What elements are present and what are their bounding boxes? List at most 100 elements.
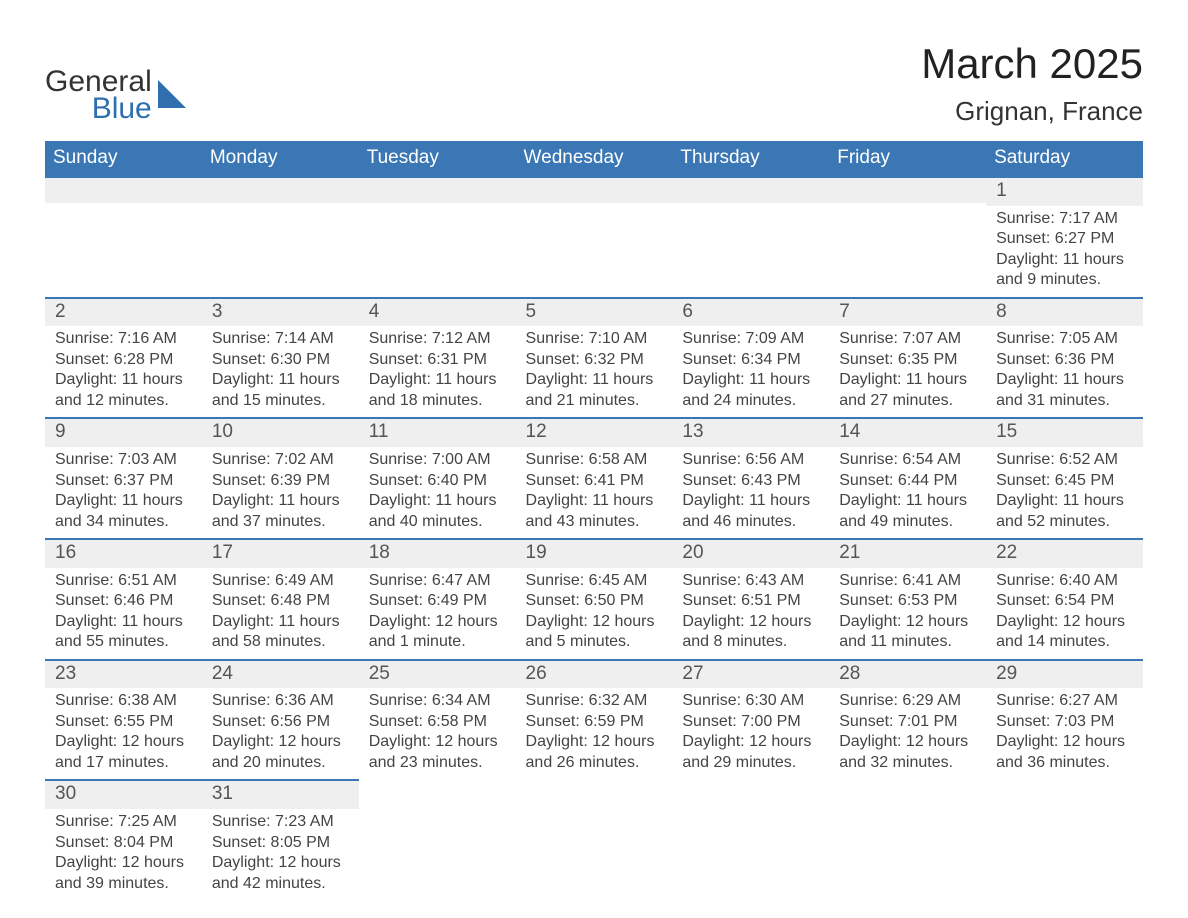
sunrise-line: Sunrise: 6:54 AM	[839, 450, 978, 470]
sunset-line: Sunset: 6:35 PM	[839, 350, 978, 370]
location: Grignan, France	[921, 96, 1143, 127]
sunset-line: Sunset: 7:01 PM	[839, 712, 978, 732]
sunset-line: Sunset: 6:58 PM	[369, 712, 508, 732]
day-content: Sunrise: 7:14 AMSunset: 6:30 PMDaylight:…	[202, 326, 359, 417]
day-number: 26	[516, 659, 673, 689]
blank-daynum	[672, 176, 829, 203]
sunset-line: Sunset: 6:28 PM	[55, 350, 194, 370]
blank-content	[516, 809, 673, 891]
sunrise-line: Sunrise: 6:41 AM	[839, 571, 978, 591]
blank-content	[986, 809, 1143, 891]
blank-daynum	[359, 779, 516, 806]
day-header: Monday	[202, 141, 359, 176]
daylight-line: and 43 minutes.	[526, 512, 665, 532]
day-number: 22	[986, 538, 1143, 568]
sunrise-line: Sunrise: 6:45 AM	[526, 571, 665, 591]
daylight-line: Daylight: 12 hours	[369, 732, 508, 752]
daylight-line: and 11 minutes.	[839, 632, 978, 652]
day-content: Sunrise: 7:10 AMSunset: 6:32 PMDaylight:…	[516, 326, 673, 417]
day-number: 6	[672, 297, 829, 327]
day-number: 23	[45, 659, 202, 689]
daylight-line: Daylight: 12 hours	[55, 732, 194, 752]
daylight-line: Daylight: 11 hours	[526, 491, 665, 511]
sunrise-line: Sunrise: 6:40 AM	[996, 571, 1135, 591]
day-content: Sunrise: 7:09 AMSunset: 6:34 PMDaylight:…	[672, 326, 829, 417]
content-row: Sunrise: 7:03 AMSunset: 6:37 PMDaylight:…	[45, 447, 1143, 538]
sunset-line: Sunset: 8:05 PM	[212, 833, 351, 853]
sunrise-line: Sunrise: 6:49 AM	[212, 571, 351, 591]
day-content: Sunrise: 7:16 AMSunset: 6:28 PMDaylight:…	[45, 326, 202, 417]
sunset-line: Sunset: 6:30 PM	[212, 350, 351, 370]
day-number: 19	[516, 538, 673, 568]
sunrise-line: Sunrise: 7:17 AM	[996, 209, 1135, 229]
day-number: 16	[45, 538, 202, 568]
month-title: March 2025	[921, 40, 1143, 88]
day-header: Sunday	[45, 141, 202, 176]
daylight-line: Daylight: 11 hours	[682, 491, 821, 511]
daylight-line: Daylight: 12 hours	[839, 732, 978, 752]
title-block: March 2025 Grignan, France	[921, 40, 1143, 127]
sunrise-line: Sunrise: 6:27 AM	[996, 691, 1135, 711]
day-number: 14	[829, 417, 986, 447]
daylight-line: and 52 minutes.	[996, 512, 1135, 532]
day-number: 18	[359, 538, 516, 568]
daylight-line: and 40 minutes.	[369, 512, 508, 532]
sunset-line: Sunset: 6:43 PM	[682, 471, 821, 491]
blank-daynum	[359, 176, 516, 203]
day-content: Sunrise: 6:30 AMSunset: 7:00 PMDaylight:…	[672, 688, 829, 779]
daylight-line: Daylight: 11 hours	[212, 612, 351, 632]
day-content: Sunrise: 7:07 AMSunset: 6:35 PMDaylight:…	[829, 326, 986, 417]
day-content: Sunrise: 6:34 AMSunset: 6:58 PMDaylight:…	[359, 688, 516, 779]
day-content: Sunrise: 6:58 AMSunset: 6:41 PMDaylight:…	[516, 447, 673, 538]
content-row: Sunrise: 7:25 AMSunset: 8:04 PMDaylight:…	[45, 809, 1143, 900]
day-content: Sunrise: 7:00 AMSunset: 6:40 PMDaylight:…	[359, 447, 516, 538]
blank-content	[672, 206, 829, 288]
day-number: 11	[359, 417, 516, 447]
sunset-line: Sunset: 6:54 PM	[996, 591, 1135, 611]
content-row: Sunrise: 6:51 AMSunset: 6:46 PMDaylight:…	[45, 568, 1143, 659]
sunset-line: Sunset: 6:48 PM	[212, 591, 351, 611]
sunrise-line: Sunrise: 7:09 AM	[682, 329, 821, 349]
day-content: Sunrise: 6:32 AMSunset: 6:59 PMDaylight:…	[516, 688, 673, 779]
day-header: Saturday	[986, 141, 1143, 176]
sunrise-line: Sunrise: 7:00 AM	[369, 450, 508, 470]
day-number: 21	[829, 538, 986, 568]
day-header: Thursday	[672, 141, 829, 176]
sunset-line: Sunset: 6:51 PM	[682, 591, 821, 611]
day-content: Sunrise: 6:56 AMSunset: 6:43 PMDaylight:…	[672, 447, 829, 538]
sunset-line: Sunset: 6:40 PM	[369, 471, 508, 491]
daylight-line: and 18 minutes.	[369, 391, 508, 411]
sunset-line: Sunset: 6:41 PM	[526, 471, 665, 491]
sunrise-line: Sunrise: 7:14 AM	[212, 329, 351, 349]
daylight-line: Daylight: 11 hours	[526, 370, 665, 390]
day-header: Tuesday	[359, 141, 516, 176]
day-number: 29	[986, 659, 1143, 689]
daylight-line: Daylight: 12 hours	[682, 612, 821, 632]
day-content: Sunrise: 6:41 AMSunset: 6:53 PMDaylight:…	[829, 568, 986, 659]
sunset-line: Sunset: 6:53 PM	[839, 591, 978, 611]
daylight-line: Daylight: 11 hours	[369, 370, 508, 390]
day-number: 4	[359, 297, 516, 327]
daylight-line: Daylight: 12 hours	[55, 853, 194, 873]
day-content: Sunrise: 6:40 AMSunset: 6:54 PMDaylight:…	[986, 568, 1143, 659]
sunrise-line: Sunrise: 6:51 AM	[55, 571, 194, 591]
day-number: 20	[672, 538, 829, 568]
daylight-line: Daylight: 11 hours	[55, 491, 194, 511]
sunset-line: Sunset: 6:56 PM	[212, 712, 351, 732]
daylight-line: and 46 minutes.	[682, 512, 821, 532]
daynum-row: 2345678	[45, 297, 1143, 327]
daylight-line: Daylight: 11 hours	[212, 491, 351, 511]
blank-content	[672, 809, 829, 891]
logo-triangle-icon	[158, 80, 186, 113]
day-header-row: Sunday Monday Tuesday Wednesday Thursday…	[45, 141, 1143, 176]
blank-content	[516, 206, 673, 288]
day-content: Sunrise: 6:54 AMSunset: 6:44 PMDaylight:…	[829, 447, 986, 538]
daylight-line: and 8 minutes.	[682, 632, 821, 652]
day-content: Sunrise: 7:17 AMSunset: 6:27 PMDaylight:…	[986, 206, 1143, 297]
sunrise-line: Sunrise: 6:32 AM	[526, 691, 665, 711]
daylight-line: and 17 minutes.	[55, 753, 194, 773]
logo-word-blue: Blue	[45, 95, 152, 124]
daylight-line: Daylight: 12 hours	[682, 732, 821, 752]
sunrise-line: Sunrise: 6:38 AM	[55, 691, 194, 711]
blank-daynum	[516, 176, 673, 203]
